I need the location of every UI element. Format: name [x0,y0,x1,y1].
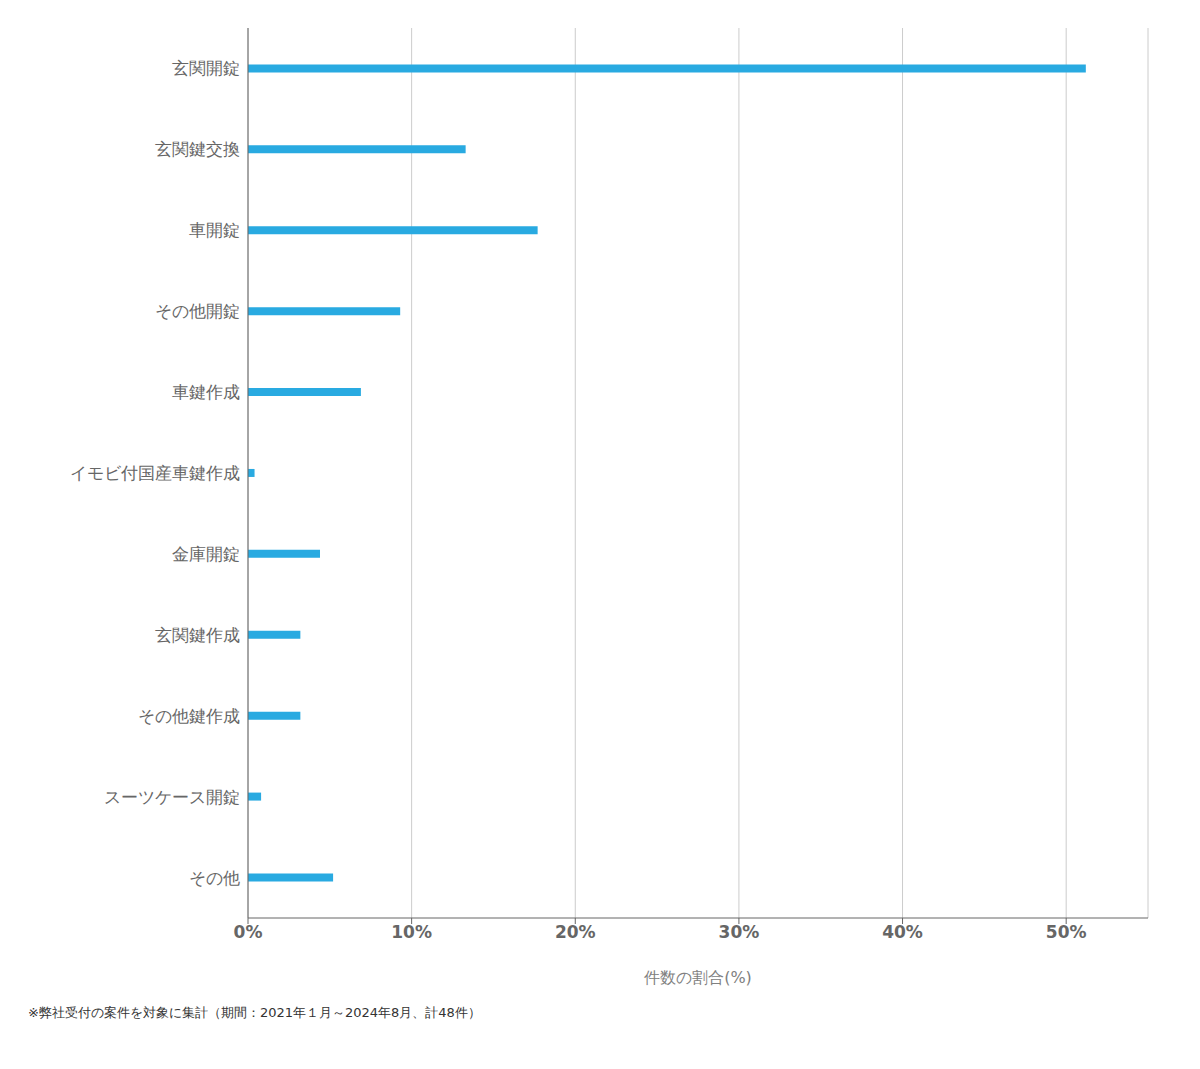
svg-text:玄関鍵作成: 玄関鍵作成 [155,625,240,645]
svg-text:その他鍵作成: その他鍵作成 [138,706,240,726]
html-text:※弊社受付の案件を対象に集計（期間：2021年１月～2024: ※弊社受付の案件を対象に集計（期間：2021年１月～2024年8月、計48件） [28,1005,481,1020]
svg-text:30%: 30% [719,922,760,942]
svg-text:50%: 50% [1046,922,1087,942]
svg-text:その他: その他 [189,868,240,888]
svg-text:0%: 0% [234,922,263,942]
svg-text:40%: 40% [882,922,923,942]
svg-text:金庫開錠: 金庫開錠 [172,544,240,564]
svg-text:車開錠: 車開錠 [189,220,240,240]
svg-text:10%: 10% [391,922,432,942]
svg-text:車鍵作成: 車鍵作成 [172,382,240,402]
svg-text:スーツケース開錠: スーツケース開錠 [104,787,240,807]
svg-text:件数の割合(%): 件数の割合(%) [644,968,752,987]
svg-text:その他開錠: その他開錠 [155,301,240,321]
svg-text:20%: 20% [555,922,596,942]
svg-text:玄関鍵交換: 玄関鍵交換 [155,139,240,159]
svg-text:玄関開錠: 玄関開錠 [172,58,240,78]
svg-text:イモビ付国産車鍵作成: イモビ付国産車鍵作成 [70,463,240,483]
